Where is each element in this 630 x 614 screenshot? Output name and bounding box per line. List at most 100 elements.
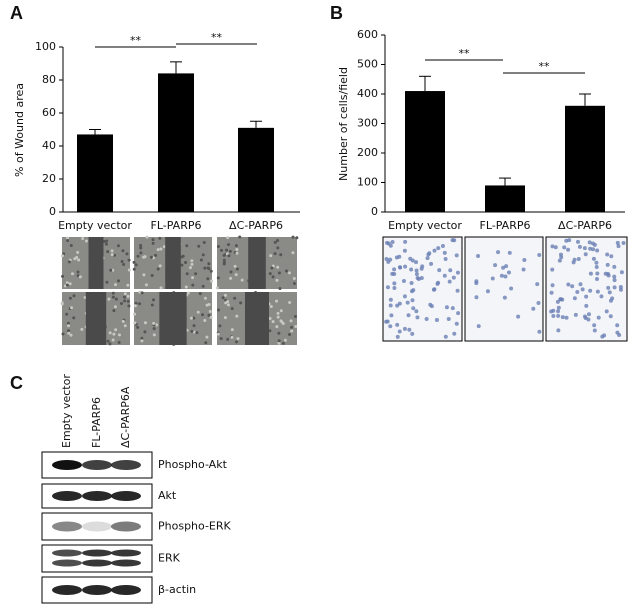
lane-label: ΔC-PARP6A [119, 386, 132, 448]
cell-texture [67, 331, 71, 335]
cell [516, 314, 521, 319]
cell-texture [114, 297, 118, 301]
cell-texture [268, 272, 272, 276]
wound-gap [85, 292, 107, 345]
significance-label: ** [459, 47, 471, 60]
cell-texture [206, 277, 210, 281]
cell-texture [205, 303, 209, 307]
cell [409, 289, 414, 294]
cell-texture [111, 291, 115, 295]
band [111, 559, 141, 567]
transwell-image [464, 236, 544, 342]
cell-texture [67, 329, 71, 333]
cell-texture [201, 253, 205, 257]
cell [436, 280, 441, 285]
cell [496, 250, 501, 255]
cell-texture [235, 314, 239, 318]
cell [607, 290, 612, 295]
cell-texture [197, 244, 201, 248]
cell-texture [68, 296, 72, 300]
cell [426, 252, 431, 257]
cell-texture [233, 264, 237, 268]
cell-texture [136, 254, 140, 258]
cell-texture [294, 325, 298, 329]
cell-texture [234, 244, 238, 248]
cell [409, 267, 414, 272]
cell-texture [230, 307, 234, 311]
cell [575, 239, 580, 244]
cell-texture [159, 247, 163, 251]
row-label: Akt [158, 489, 177, 502]
cell [591, 247, 596, 252]
cell [619, 270, 624, 275]
cell-texture [138, 302, 142, 306]
cell [594, 260, 599, 265]
cell-texture [206, 266, 210, 270]
cell [456, 311, 461, 316]
cell-texture [81, 237, 85, 241]
y-tick-label: 20 [42, 172, 56, 185]
cell-texture [117, 341, 121, 345]
cell-texture [150, 273, 154, 277]
cell [592, 242, 597, 247]
cell-texture [295, 236, 299, 240]
cell-texture [123, 324, 127, 328]
cell-texture [84, 239, 88, 243]
cell-texture [111, 338, 115, 342]
cell-texture [121, 249, 125, 253]
cell [603, 271, 608, 276]
cell-texture [75, 255, 79, 259]
row-label: Phospho-ERK [158, 520, 232, 533]
cell-texture [190, 329, 194, 333]
cell [595, 248, 600, 253]
cell-texture [78, 275, 82, 279]
cell-texture [140, 336, 144, 340]
cell [501, 265, 506, 270]
cell [390, 271, 395, 276]
cell-texture [149, 255, 153, 259]
cell [566, 247, 571, 252]
cell [549, 290, 554, 295]
cell-texture [122, 295, 126, 299]
cell-texture [235, 267, 239, 271]
cell-texture [61, 332, 65, 336]
cell [604, 309, 609, 314]
cell-texture [276, 311, 280, 315]
band [82, 559, 112, 567]
cell [537, 329, 542, 334]
cell-texture [226, 337, 230, 341]
cell-texture [145, 235, 149, 239]
cell-texture [133, 321, 137, 325]
cell [392, 285, 397, 290]
bar [485, 185, 525, 212]
cell-texture [218, 324, 222, 328]
significance-label: ** [539, 60, 551, 73]
error-bar [419, 75, 431, 92]
cell [522, 257, 527, 262]
cell [615, 330, 620, 335]
cell-texture [69, 244, 73, 248]
cell [443, 257, 448, 262]
cell [392, 281, 397, 286]
cell-texture [240, 278, 244, 282]
cell [414, 268, 419, 273]
cell-texture [190, 262, 194, 266]
cell [474, 281, 479, 286]
cell-texture [269, 304, 273, 308]
cell-texture [195, 331, 199, 335]
cell-texture [203, 266, 207, 270]
cell-texture [180, 263, 184, 267]
wound-gap [159, 292, 187, 345]
cell [550, 283, 555, 288]
cell-texture [216, 244, 220, 248]
cell [455, 288, 460, 293]
cell-texture [106, 250, 110, 254]
cell [605, 252, 610, 257]
cell [416, 277, 421, 282]
cell [474, 295, 479, 300]
cell [414, 260, 419, 265]
cell [531, 306, 536, 311]
cell [606, 273, 611, 278]
cell [609, 254, 614, 259]
